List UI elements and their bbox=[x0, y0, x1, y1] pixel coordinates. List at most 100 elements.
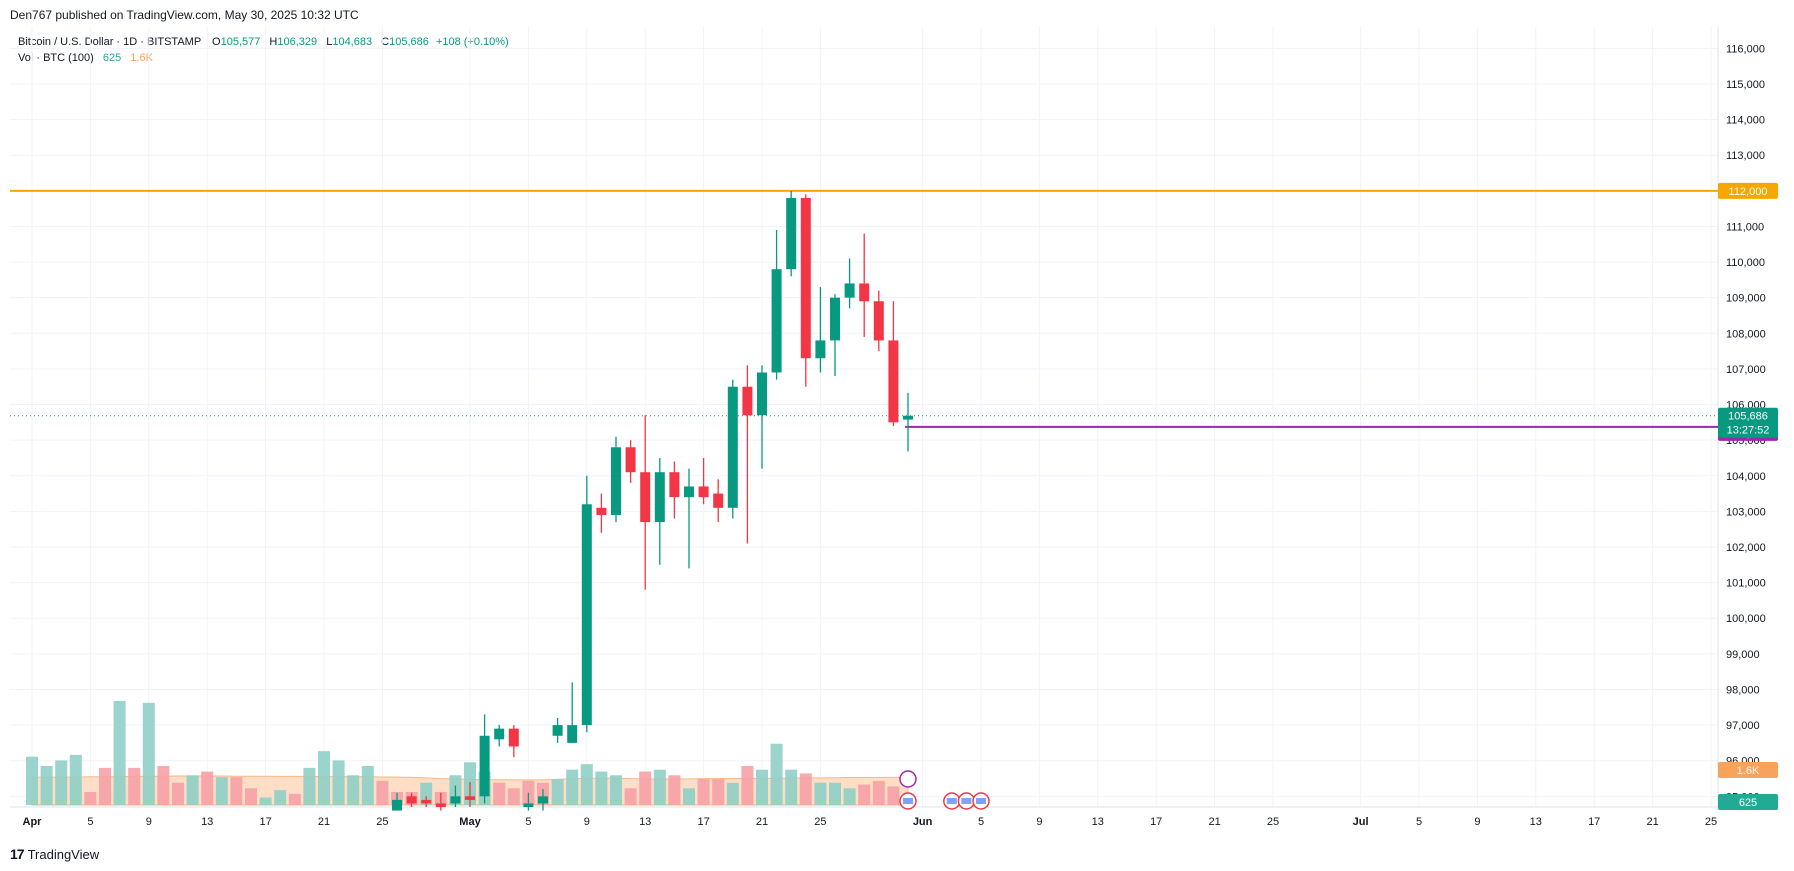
x-tick-label: 25 bbox=[1267, 816, 1279, 828]
x-tick-label: May bbox=[459, 816, 481, 828]
x-tick-label: 21 bbox=[756, 816, 768, 828]
volume-badge-bg bbox=[1718, 794, 1778, 810]
candle-body[interactable] bbox=[421, 799, 432, 804]
volume-bar bbox=[420, 782, 433, 805]
low-label: L bbox=[326, 36, 333, 48]
volume-label[interactable]: Vol · BTC (100) bbox=[18, 52, 94, 64]
candle-body[interactable] bbox=[450, 796, 461, 804]
x-tick-label: 17 bbox=[259, 816, 271, 828]
candle-body[interactable] bbox=[786, 197, 797, 270]
candle-body[interactable] bbox=[611, 447, 621, 515]
candle-body[interactable] bbox=[903, 415, 913, 420]
candle-body[interactable] bbox=[596, 507, 607, 515]
candle-body[interactable] bbox=[538, 796, 548, 804]
y-tick-label: 113,000 bbox=[1726, 150, 1765, 162]
high-label: H bbox=[269, 36, 278, 48]
candle-body[interactable] bbox=[465, 796, 475, 800]
volume-bar bbox=[113, 701, 126, 805]
candle-body[interactable] bbox=[479, 735, 490, 797]
candle-body[interactable] bbox=[581, 504, 592, 726]
candle-body[interactable] bbox=[698, 486, 709, 498]
volume-bar bbox=[814, 782, 827, 805]
x-tick-label: 17 bbox=[1588, 816, 1600, 828]
candle-body[interactable] bbox=[406, 796, 417, 804]
close-value: 105,686 bbox=[389, 36, 429, 48]
volume-bar bbox=[756, 769, 768, 805]
x-tick-label: 17 bbox=[1150, 816, 1162, 828]
x-tick-label: 21 bbox=[1646, 816, 1658, 828]
flag-icon bbox=[946, 798, 957, 804]
y-tick-label: 110,000 bbox=[1726, 257, 1765, 269]
close-label: C bbox=[381, 36, 390, 48]
volume-bar bbox=[785, 769, 798, 805]
volume-bar bbox=[347, 775, 360, 805]
x-tick-label: Apr bbox=[23, 816, 43, 828]
low-value: 104,683 bbox=[332, 36, 373, 48]
volume-bar bbox=[186, 775, 199, 805]
chart-frame[interactable]: 116,000 115,000 114,000 113,000 112,000 111,0… bbox=[0, 27, 1794, 837]
volume-bar bbox=[332, 760, 345, 805]
candle-body[interactable] bbox=[494, 728, 505, 740]
candle-body[interactable] bbox=[523, 803, 534, 807]
x-tick-label: 5 bbox=[978, 816, 984, 828]
candle-body[interactable] bbox=[742, 386, 753, 416]
volume-bar bbox=[683, 788, 695, 805]
volume-bar bbox=[697, 779, 710, 805]
candle-body[interactable] bbox=[654, 472, 665, 523]
resistance-badge-text: 112,000 bbox=[1729, 186, 1768, 198]
candle-body[interactable] bbox=[669, 472, 680, 498]
volume-bar bbox=[580, 764, 593, 805]
price-chart[interactable]: 116,000 115,000 114,000 113,000 112,000 111,0… bbox=[0, 27, 1794, 837]
x-tick-label: 9 bbox=[146, 816, 152, 828]
symbol-label[interactable]: Bitcoin / U.S. Dollar · 1D · BITSTAMP bbox=[18, 36, 201, 48]
volume-bar bbox=[55, 760, 68, 805]
volume-bar bbox=[668, 775, 681, 805]
chart-legend: Bitcoin / U.S. Dollar · 1D · BITSTAMP O1… bbox=[18, 34, 509, 66]
y-tick-label: 101,000 bbox=[1726, 578, 1766, 590]
y-tick-label: 115,000 bbox=[1726, 79, 1765, 91]
x-tick-label: Jul bbox=[1353, 816, 1369, 828]
volume-bar bbox=[887, 786, 900, 805]
candle-body[interactable] bbox=[567, 725, 578, 743]
flag-icon bbox=[903, 798, 913, 804]
x-tick-label: 25 bbox=[1705, 816, 1717, 828]
y-tick-label: 107,000 bbox=[1726, 364, 1766, 376]
last-price-badge-bg bbox=[1718, 407, 1778, 438]
candle-body[interactable] bbox=[888, 340, 899, 423]
volume-bar bbox=[493, 782, 506, 805]
candle-body[interactable] bbox=[815, 340, 826, 359]
y-tick-label: 116,000 bbox=[1726, 43, 1765, 55]
publisher-line: Den767 published on TradingView.com, May… bbox=[10, 8, 359, 22]
volume-bar bbox=[610, 775, 622, 805]
candle-body[interactable] bbox=[830, 297, 840, 341]
volume-bar bbox=[172, 782, 184, 805]
volume-bar bbox=[741, 766, 754, 805]
candle-body[interactable] bbox=[859, 283, 870, 302]
candle-body[interactable] bbox=[800, 197, 811, 359]
candle-body[interactable] bbox=[771, 269, 782, 373]
volume-bar bbox=[69, 754, 82, 805]
candle-body[interactable] bbox=[392, 799, 402, 811]
idea-event-icon[interactable] bbox=[899, 770, 917, 788]
tradingview-brand[interactable]: 17 TradingView bbox=[10, 846, 99, 862]
candle-body[interactable] bbox=[684, 486, 694, 498]
candle-body[interactable] bbox=[713, 493, 724, 508]
volume-bar bbox=[128, 767, 141, 805]
candle-body[interactable] bbox=[727, 386, 738, 508]
candle-body[interactable] bbox=[508, 728, 519, 747]
candle-body[interactable] bbox=[625, 447, 636, 473]
x-tick-label: 13 bbox=[1092, 816, 1104, 828]
volume-bar bbox=[201, 771, 214, 805]
candle-body[interactable] bbox=[640, 472, 651, 523]
candle-body[interactable] bbox=[757, 372, 767, 416]
candle-body[interactable] bbox=[873, 301, 884, 341]
volume-bar bbox=[84, 792, 97, 805]
y-tick-label: 98,000 bbox=[1726, 684, 1760, 696]
x-tick-label: 17 bbox=[697, 816, 709, 828]
candle-body[interactable] bbox=[435, 803, 446, 807]
x-tick-label: 5 bbox=[1416, 816, 1422, 828]
candle-body[interactable] bbox=[844, 283, 855, 298]
x-tick-label: 21 bbox=[1208, 816, 1220, 828]
volume-bar bbox=[726, 782, 739, 805]
candle-body[interactable] bbox=[552, 725, 563, 736]
